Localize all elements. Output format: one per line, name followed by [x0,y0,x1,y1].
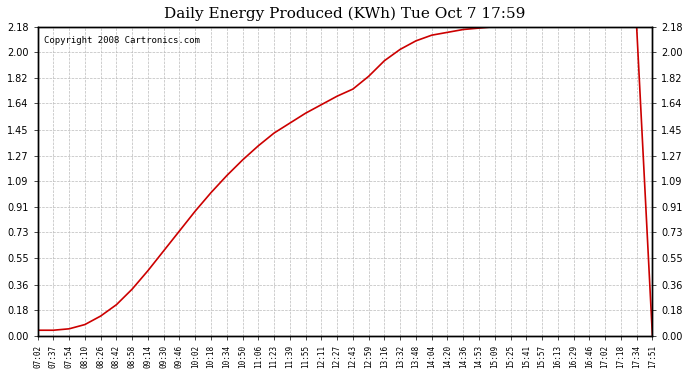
Title: Daily Energy Produced (KWh) Tue Oct 7 17:59: Daily Energy Produced (KWh) Tue Oct 7 17… [164,7,526,21]
Text: Copyright 2008 Cartronics.com: Copyright 2008 Cartronics.com [43,36,199,45]
